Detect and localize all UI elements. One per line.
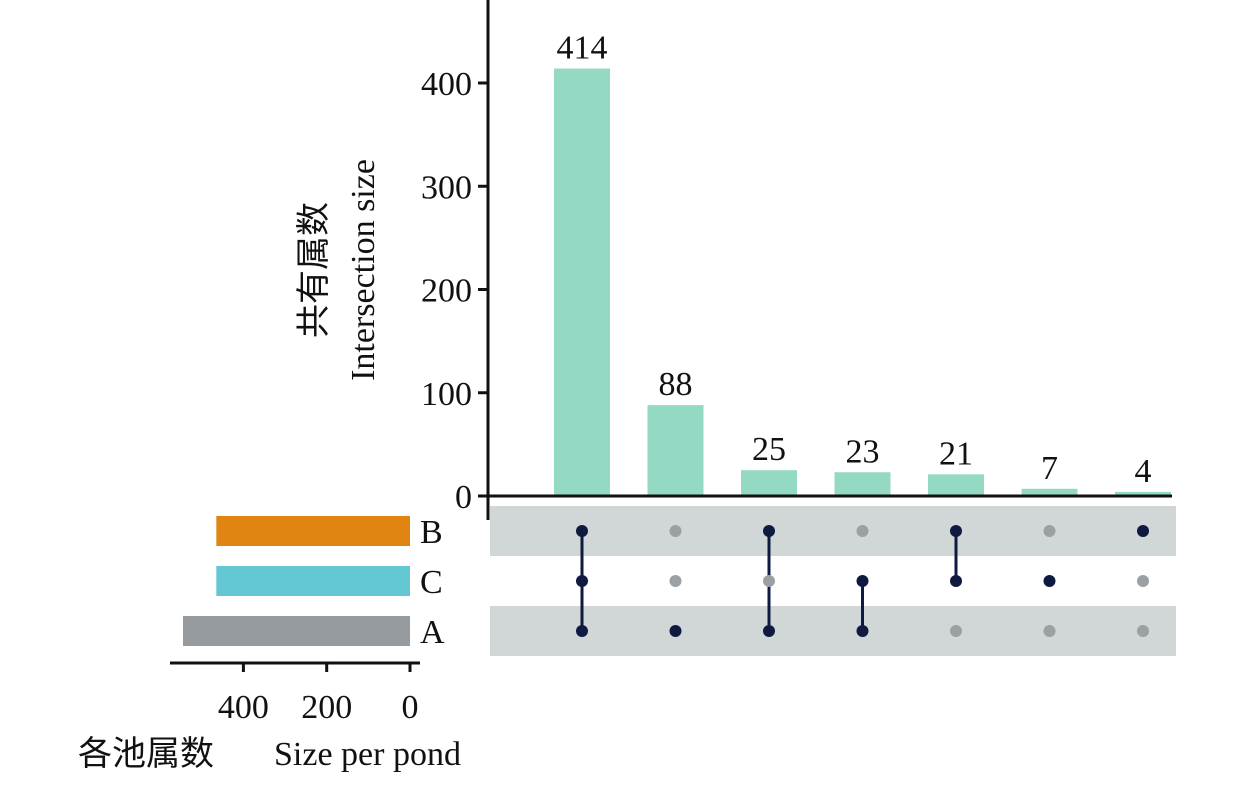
matrix-dot-inactive: [950, 625, 962, 637]
matrix-dot-active: [669, 625, 682, 637]
bar-value-label: 25: [752, 431, 786, 468]
matrix-dot-active: [1137, 525, 1149, 537]
matrix-dot-active: [763, 625, 775, 637]
intersection-bar: [1021, 488, 1078, 496]
y-tick-label: 400: [421, 66, 472, 103]
matrix-dot-active: [950, 575, 962, 587]
y-tick-label: 200: [421, 273, 472, 310]
intersection-bar: [928, 474, 984, 496]
matrix-dot-active: [576, 625, 588, 637]
intersection-bars: [554, 68, 1171, 497]
bar-value-label: 7: [1041, 450, 1058, 487]
set-axis-title-en: Size per pond: [274, 736, 461, 773]
matrix-dot-active: [576, 575, 588, 587]
matrix-dot-active: [763, 525, 775, 537]
matrix-dot-inactive: [1137, 625, 1149, 637]
intersection-bar-labels: 414 88 25 23 21 7 4: [557, 30, 1152, 490]
set-tick-label: 200: [301, 689, 352, 726]
intersection-bar: [1115, 491, 1171, 496]
intersection-bar: [741, 470, 797, 496]
set-name-label: C: [420, 564, 443, 601]
matrix-dot-inactive: [669, 525, 682, 537]
matrix-dot-active: [856, 575, 869, 587]
set-tick-label: 0: [402, 689, 419, 726]
matrix-dot-inactive: [856, 525, 869, 537]
set-size-bar: [183, 616, 410, 646]
bar-value-label: 21: [939, 435, 973, 472]
matrix-dot-active: [856, 625, 869, 637]
intersection-bar: [834, 472, 891, 496]
matrix-row-stripe: [490, 606, 1176, 656]
set-name-labels: BCA: [420, 514, 445, 651]
set-size-bar: [216, 516, 410, 546]
set-size-bars: [183, 516, 410, 646]
set-name-label: B: [420, 514, 443, 551]
y-axis-title-en: Intersection size: [345, 159, 382, 381]
set-size-tick-labels: 400 200 0: [218, 689, 419, 726]
matrix-dot-inactive: [1043, 625, 1056, 637]
intersection-y-axis: [478, 0, 1172, 520]
intersection-bar: [647, 405, 704, 496]
set-size-bar: [216, 566, 410, 596]
bar-value-label: 88: [659, 366, 693, 403]
matrix-dot-active: [576, 525, 588, 537]
set-axis-title-zh: 各池属数: [78, 735, 214, 773]
matrix-dot-inactive: [1137, 575, 1149, 587]
membership-matrix: [576, 525, 1149, 637]
y-tick-label: 100: [421, 376, 472, 413]
intersection-bar: [554, 68, 610, 497]
bar-value-label: 414: [557, 30, 608, 67]
matrix-row-stripe: [490, 506, 1176, 556]
matrix-dot-inactive: [1043, 525, 1056, 537]
matrix-dot-active: [1043, 575, 1056, 587]
matrix-background: [490, 506, 1176, 656]
matrix-dot-active: [950, 525, 962, 537]
y-axis-title-zh: 共有属数: [295, 202, 333, 338]
y-tick-label: 0: [455, 479, 472, 516]
set-tick-label: 400: [218, 689, 269, 726]
set-size-axis: [170, 661, 420, 672]
bar-value-label: 23: [846, 433, 880, 470]
y-tick-labels: 0 100 200 300 400: [421, 66, 472, 516]
set-name-label: A: [420, 614, 445, 651]
y-tick-label: 300: [421, 169, 472, 206]
matrix-dot-inactive: [669, 575, 682, 587]
bar-value-label: 4: [1135, 453, 1152, 490]
matrix-dot-inactive: [763, 575, 775, 587]
